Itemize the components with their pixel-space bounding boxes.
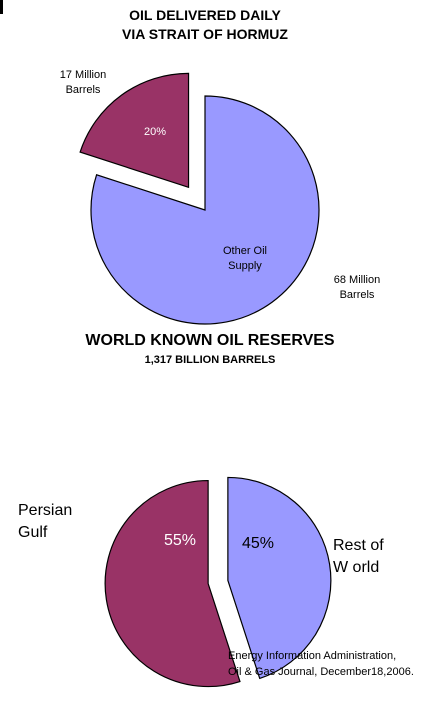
source-citation: Energy Information Administration, Oil &…	[228, 650, 414, 678]
slice-label-rest-of-world: Rest of W orld	[333, 537, 384, 576]
corner-marker	[0, 0, 3, 14]
pie-chart-hormuz	[79, 72, 320, 325]
slice-label-persian-gulf: Persian Gulf	[18, 502, 73, 541]
slice-inner-55-percent: 55%	[163, 532, 197, 549]
slice-inner-45-percent: 45%	[241, 535, 275, 552]
slice-other-oil-supply	[90, 95, 320, 325]
slice-inner-other-oil-supply: Other Oil Supply	[222, 245, 267, 272]
chart1-title: OIL DELIVERED DAILY VIA STRAIT OF HORMUZ	[122, 7, 288, 42]
pie-chart-reserves	[104, 476, 332, 688]
slice-20-percent	[79, 72, 190, 189]
slice-rest-of-world	[227, 476, 332, 680]
chart2-title: WORLD KNOWN OIL RESERVES	[85, 332, 335, 349]
chart2-subtitle: 1,317 BILLION BARRELS	[144, 354, 276, 366]
slice-inner-20-percent: 20%	[143, 126, 167, 138]
slice-label-17-million: 17 Million Barrels	[59, 69, 107, 96]
slice-persian-gulf	[104, 479, 241, 688]
slice-label-68-million: 68 Million Barrels	[333, 274, 381, 301]
